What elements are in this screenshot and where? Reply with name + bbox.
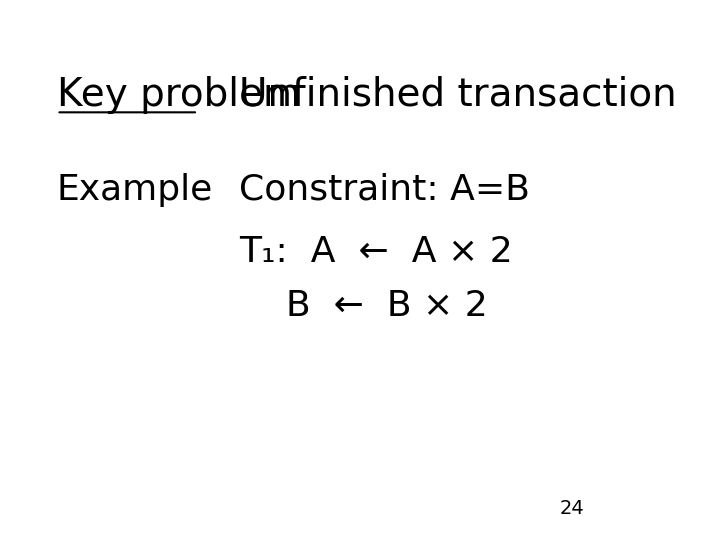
Text: T₁:  A  ←  A × 2: T₁: A ← A × 2 bbox=[239, 235, 513, 269]
Text: Unfinished transaction: Unfinished transaction bbox=[239, 76, 676, 113]
Text: 24: 24 bbox=[559, 500, 585, 518]
Text: Example: Example bbox=[57, 173, 213, 207]
Text: B  ←  B × 2: B ← B × 2 bbox=[286, 289, 487, 323]
Text: Constraint: A=B: Constraint: A=B bbox=[239, 173, 530, 207]
Text: Key problem: Key problem bbox=[57, 76, 300, 113]
